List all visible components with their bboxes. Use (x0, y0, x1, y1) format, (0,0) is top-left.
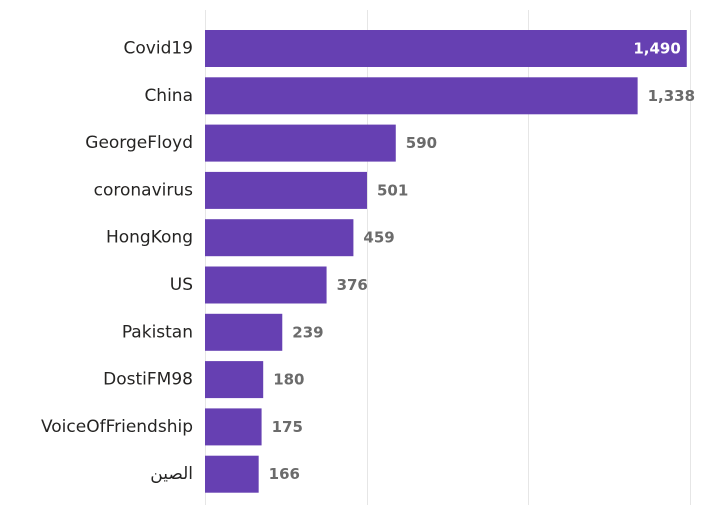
category-label-9: الصين (150, 464, 193, 484)
value-label-5: 376 (337, 276, 368, 294)
bar-8[interactable] (205, 408, 262, 446)
category-label-2: GeorgeFloyd (85, 133, 193, 153)
category-label-6: Pakistan (122, 322, 193, 342)
value-label-8: 175 (272, 418, 303, 436)
bar-6[interactable] (205, 313, 283, 351)
value-label-9: 166 (269, 465, 300, 483)
value-label-2: 590 (406, 134, 437, 152)
bar-4[interactable] (205, 219, 354, 257)
value-label-3: 501 (377, 181, 408, 199)
bar-1[interactable] (205, 77, 638, 115)
value-label-7: 180 (273, 371, 304, 389)
bar-2[interactable] (205, 124, 396, 162)
value-label-6: 239 (292, 323, 323, 341)
bar-7[interactable] (205, 361, 264, 399)
value-label-1: 1,338 (648, 87, 695, 105)
value-label-4: 459 (363, 229, 394, 247)
bar-3[interactable] (205, 171, 367, 209)
category-label-3: coronavirus (94, 180, 194, 200)
bar-5[interactable] (205, 266, 327, 304)
category-label-8: VoiceOfFriendship (41, 417, 193, 437)
bar-9[interactable] (205, 455, 259, 493)
bar-0[interactable] (205, 30, 687, 67)
category-label-1: China (144, 86, 193, 106)
category-label-7: DostiFM98 (103, 370, 193, 390)
value-label-0: 1,490 (633, 40, 680, 58)
labels: Covid19 1,490 China 1,338 GeorgeFloyd 590 coro… (41, 39, 695, 485)
category-label-4: HongKong (106, 228, 193, 248)
category-label-5: US (170, 275, 193, 295)
category-label-0: Covid19 (124, 39, 193, 59)
bars (205, 30, 687, 493)
